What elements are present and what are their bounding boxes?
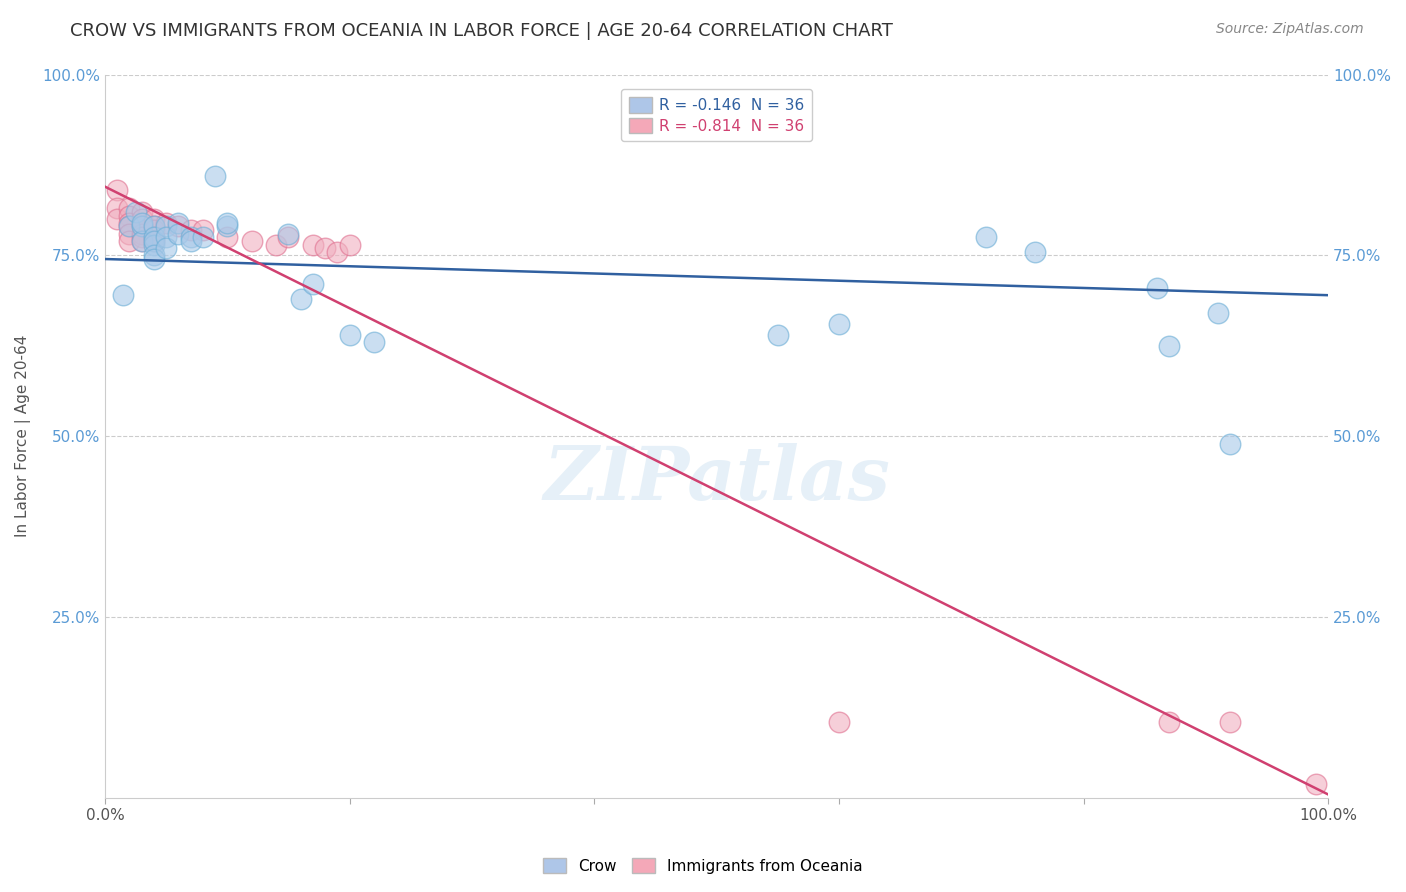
Point bbox=[142, 237, 165, 252]
Legend: R = -0.146  N = 36, R = -0.814  N = 36: R = -0.146 N = 36, R = -0.814 N = 36 bbox=[621, 89, 813, 141]
Point bbox=[131, 219, 153, 234]
Point bbox=[1219, 436, 1241, 450]
Point bbox=[167, 216, 190, 230]
Point bbox=[118, 234, 141, 248]
Legend: Crow, Immigrants from Oceania: Crow, Immigrants from Oceania bbox=[537, 852, 869, 880]
Point bbox=[131, 230, 153, 244]
Point bbox=[118, 219, 141, 234]
Point bbox=[240, 234, 263, 248]
Point bbox=[118, 209, 141, 223]
Point bbox=[326, 244, 349, 259]
Point bbox=[1159, 339, 1181, 353]
Point bbox=[339, 237, 361, 252]
Point bbox=[277, 230, 299, 244]
Point bbox=[105, 183, 128, 197]
Point bbox=[217, 219, 239, 234]
Point bbox=[118, 227, 141, 241]
Point bbox=[217, 230, 239, 244]
Text: ZIPatlas: ZIPatlas bbox=[543, 443, 890, 516]
Point bbox=[302, 277, 325, 292]
Point bbox=[155, 219, 177, 234]
Point bbox=[118, 216, 141, 230]
Point bbox=[131, 227, 153, 241]
Point bbox=[1305, 776, 1327, 790]
Point bbox=[142, 219, 165, 234]
Point bbox=[217, 216, 239, 230]
Point bbox=[314, 241, 336, 255]
Text: Source: ZipAtlas.com: Source: ZipAtlas.com bbox=[1216, 22, 1364, 37]
Point bbox=[191, 230, 214, 244]
Point bbox=[131, 219, 153, 234]
Point bbox=[828, 317, 851, 331]
Point bbox=[302, 237, 325, 252]
Point bbox=[105, 202, 128, 216]
Point bbox=[124, 205, 146, 219]
Point bbox=[180, 223, 202, 237]
Point bbox=[1206, 306, 1229, 320]
Point bbox=[155, 230, 177, 244]
Point bbox=[131, 212, 153, 227]
Point bbox=[142, 230, 165, 244]
Point bbox=[180, 230, 202, 244]
Point bbox=[363, 335, 385, 350]
Point bbox=[828, 715, 851, 730]
Point bbox=[142, 219, 165, 234]
Point bbox=[142, 212, 165, 227]
Point bbox=[118, 202, 141, 216]
Point bbox=[167, 219, 190, 234]
Point bbox=[142, 223, 165, 237]
Point bbox=[112, 288, 135, 302]
Point bbox=[142, 248, 165, 262]
Point bbox=[1219, 715, 1241, 730]
Point bbox=[155, 241, 177, 255]
Point bbox=[167, 227, 190, 241]
Point bbox=[264, 237, 287, 252]
Point bbox=[142, 234, 165, 248]
Point bbox=[1146, 281, 1168, 295]
Point bbox=[142, 230, 165, 244]
Point bbox=[339, 328, 361, 343]
Point bbox=[290, 292, 312, 306]
Point bbox=[974, 230, 997, 244]
Point bbox=[1024, 244, 1046, 259]
Point bbox=[142, 252, 165, 266]
Point bbox=[180, 234, 202, 248]
Text: CROW VS IMMIGRANTS FROM OCEANIA IN LABOR FORCE | AGE 20-64 CORRELATION CHART: CROW VS IMMIGRANTS FROM OCEANIA IN LABOR… bbox=[70, 22, 893, 40]
Point bbox=[131, 234, 153, 248]
Point bbox=[131, 216, 153, 230]
Point bbox=[142, 234, 165, 248]
Point bbox=[204, 169, 226, 183]
Point bbox=[131, 205, 153, 219]
Point bbox=[191, 223, 214, 237]
Point bbox=[155, 216, 177, 230]
Point bbox=[118, 219, 141, 234]
Point bbox=[277, 227, 299, 241]
Point bbox=[766, 328, 789, 343]
Y-axis label: In Labor Force | Age 20-64: In Labor Force | Age 20-64 bbox=[15, 335, 31, 538]
Point bbox=[1159, 715, 1181, 730]
Point bbox=[105, 212, 128, 227]
Point bbox=[131, 234, 153, 248]
